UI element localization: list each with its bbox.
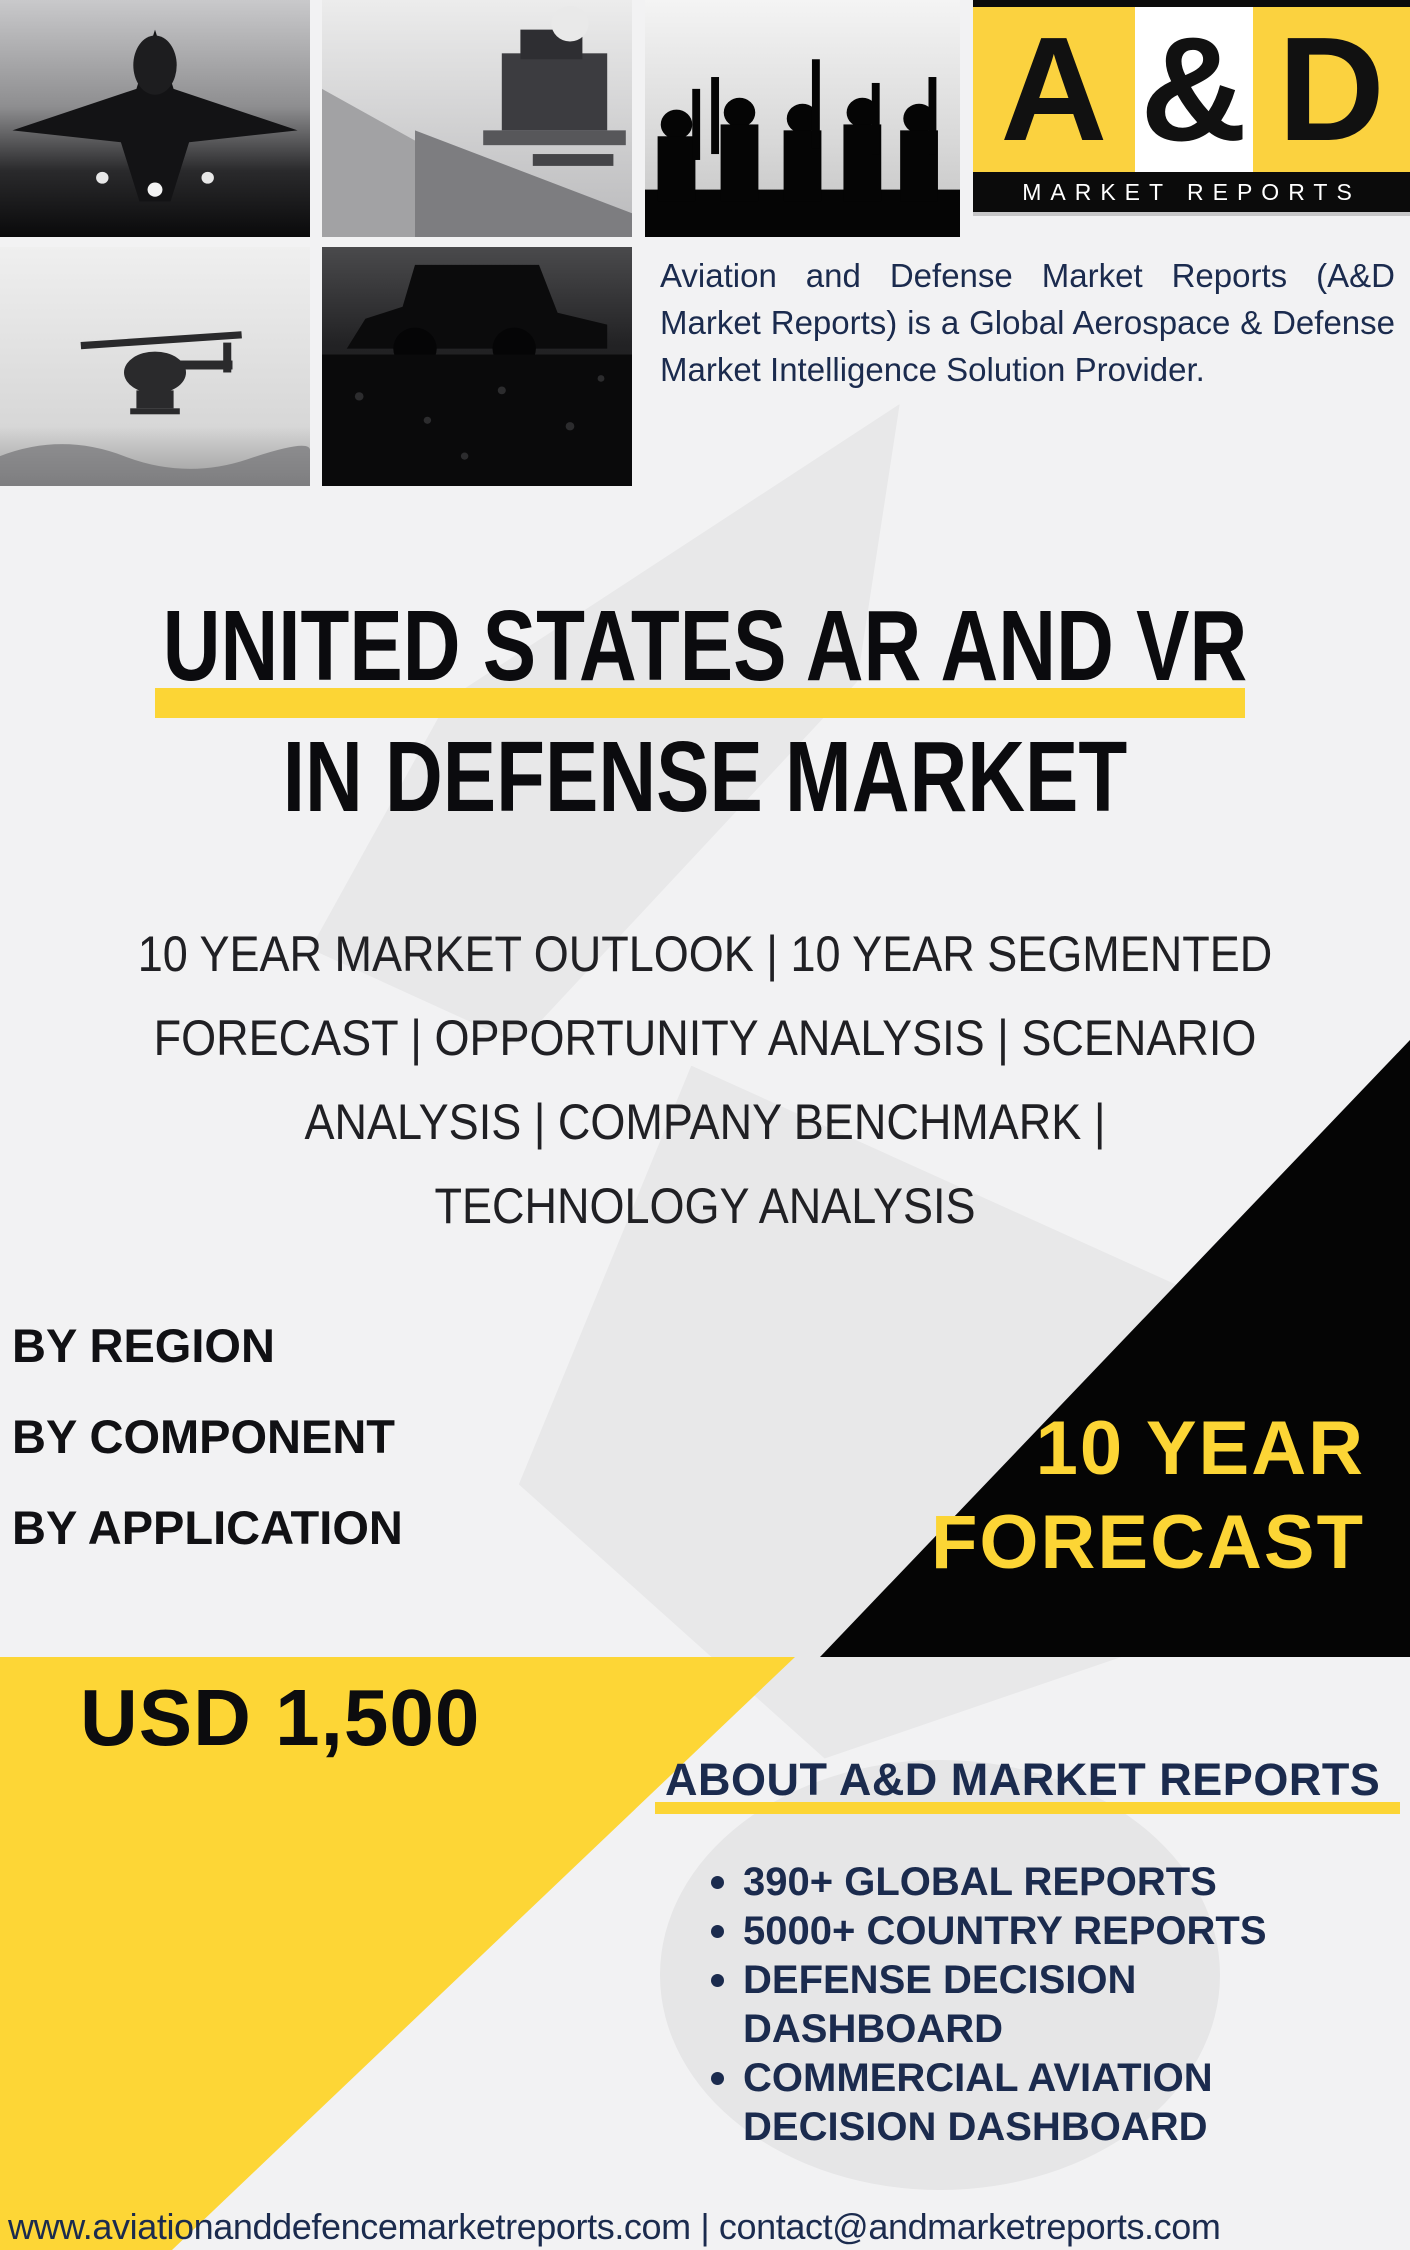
aircraft-carrier-photo <box>322 0 632 237</box>
aircraft-carrier-icon <box>322 0 632 237</box>
forecast-triangle <box>820 1040 1410 1657</box>
about-bullet: 390+ GLOBAL REPORTS <box>705 1858 1305 1907</box>
soldiers-photo <box>645 0 960 237</box>
logo-subtitle: MARKET REPORTS <box>1022 178 1361 205</box>
footer-separator: | <box>690 2206 719 2247</box>
logo-bar: MARKET REPORTS <box>973 172 1410 212</box>
logo-letter-a: A <box>973 7 1135 172</box>
about-heading: ABOUT A&D MARKET REPORTS <box>665 1754 1381 1805</box>
footer-website-link[interactable]: www.aviationanddefencemarketreports.com <box>8 2206 691 2247</box>
price-text: USD 1,500 <box>80 1673 481 1762</box>
helicopter-photo <box>0 247 310 486</box>
about-heading-underline <box>655 1802 1400 1814</box>
helicopter-icon <box>0 247 310 486</box>
segment-by-component: BY COMPONENT <box>12 1410 395 1463</box>
report-title-line1: UNITED STATES AR AND VR <box>162 590 1248 702</box>
about-bullet-list: 390+ GLOBAL REPORTS 5000+ COUNTRY REPORT… <box>705 1858 1345 2152</box>
company-intro-text: Aviation and Defense Market Reports (A&D… <box>660 257 1395 388</box>
about-bullet: 5000+ COUNTRY REPORTS <box>705 1907 1305 1956</box>
forecast-badge-line1: 10 YEAR <box>1035 1406 1365 1491</box>
fighter-jet-photo <box>0 0 310 237</box>
subtitle-line: 10 YEAR MARKET OUTLOOK | 10 YEAR SEGMENT… <box>137 926 1273 982</box>
forecast-badge: 10 YEAR FORECAST <box>860 1402 1365 1590</box>
price-wedge <box>0 1657 795 2250</box>
armored-vehicle-photo <box>322 247 632 486</box>
footer-contact-bar: www.aviationanddefencemarketreports.com … <box>8 2206 1408 2248</box>
ad-market-reports-logo: A & D MARKET REPORTS <box>973 0 1410 212</box>
soldiers-icon <box>645 0 960 237</box>
about-bullet: DEFENSE DECISION DASHBOARD <box>705 1956 1305 2054</box>
forecast-badge-line2: FORECAST <box>931 1500 1365 1585</box>
report-scope-subtitle: 10 YEAR MARKET OUTLOOK | 10 YEAR SEGMENT… <box>0 912 1410 1248</box>
armored-vehicle-icon <box>322 247 632 486</box>
about-bullet: COMMERCIAL AVIATION DECISION DASHBOARD <box>705 2054 1305 2152</box>
subtitle-line: ANALYSIS | COMPANY BENCHMARK | <box>304 1094 1106 1150</box>
segment-by-application: BY APPLICATION <box>12 1501 403 1554</box>
subtitle-line: TECHNOLOGY ANALYSIS <box>434 1178 976 1234</box>
segmentation-list: BY REGION BY COMPONENT BY APPLICATION <box>12 1300 403 1573</box>
fighter-jet-icon <box>0 0 310 237</box>
logo-letter-d: D <box>1252 7 1410 172</box>
logo-letter-ampersand: & <box>1134 7 1253 172</box>
report-title-line2: IN DEFENSE MARKET <box>282 721 1128 833</box>
subtitle-line: FORECAST | OPPORTUNITY ANALYSIS | SCENAR… <box>153 1010 1257 1066</box>
footer-email-link[interactable]: contact@andmarketreports.com <box>718 2206 1221 2247</box>
title-highlight-bar <box>155 688 1245 718</box>
segment-by-region: BY REGION <box>12 1319 275 1372</box>
